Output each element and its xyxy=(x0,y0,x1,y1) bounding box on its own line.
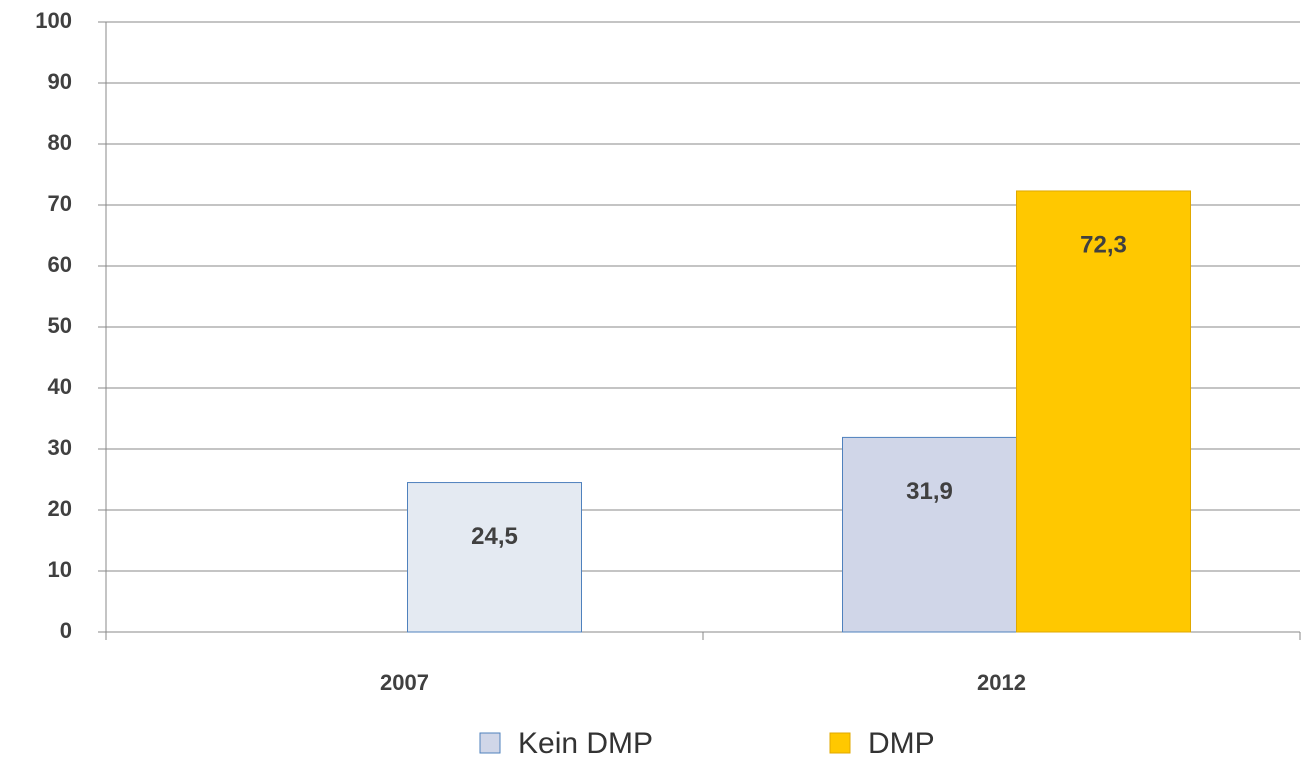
data-label: 72,3 xyxy=(1080,231,1127,258)
y-tick-label: 0 xyxy=(60,618,72,643)
y-tick-label: 90 xyxy=(48,69,72,94)
y-tick-label: 100 xyxy=(35,8,72,33)
legend-label: Kein DMP xyxy=(518,727,653,760)
legend-swatch xyxy=(829,732,851,754)
y-tick-label: 20 xyxy=(48,496,72,521)
y-tick-label: 10 xyxy=(48,557,72,582)
y-tick-label: 40 xyxy=(48,374,72,399)
legend-label: DMP xyxy=(868,727,935,760)
y-tick-label: 80 xyxy=(48,130,72,155)
y-tick-label: 50 xyxy=(48,313,72,338)
bar xyxy=(842,436,1017,633)
data-label: 24,5 xyxy=(471,523,518,550)
y-tick-label: 70 xyxy=(48,191,72,216)
bar xyxy=(407,482,582,633)
x-tick-label: 2012 xyxy=(977,670,1026,695)
y-tick-label: 30 xyxy=(48,435,72,460)
bar xyxy=(1016,190,1191,633)
data-label: 31,9 xyxy=(906,478,953,505)
y-tick-label: 60 xyxy=(48,252,72,277)
legend-swatch xyxy=(479,732,501,754)
x-tick-label: 2007 xyxy=(380,670,429,695)
